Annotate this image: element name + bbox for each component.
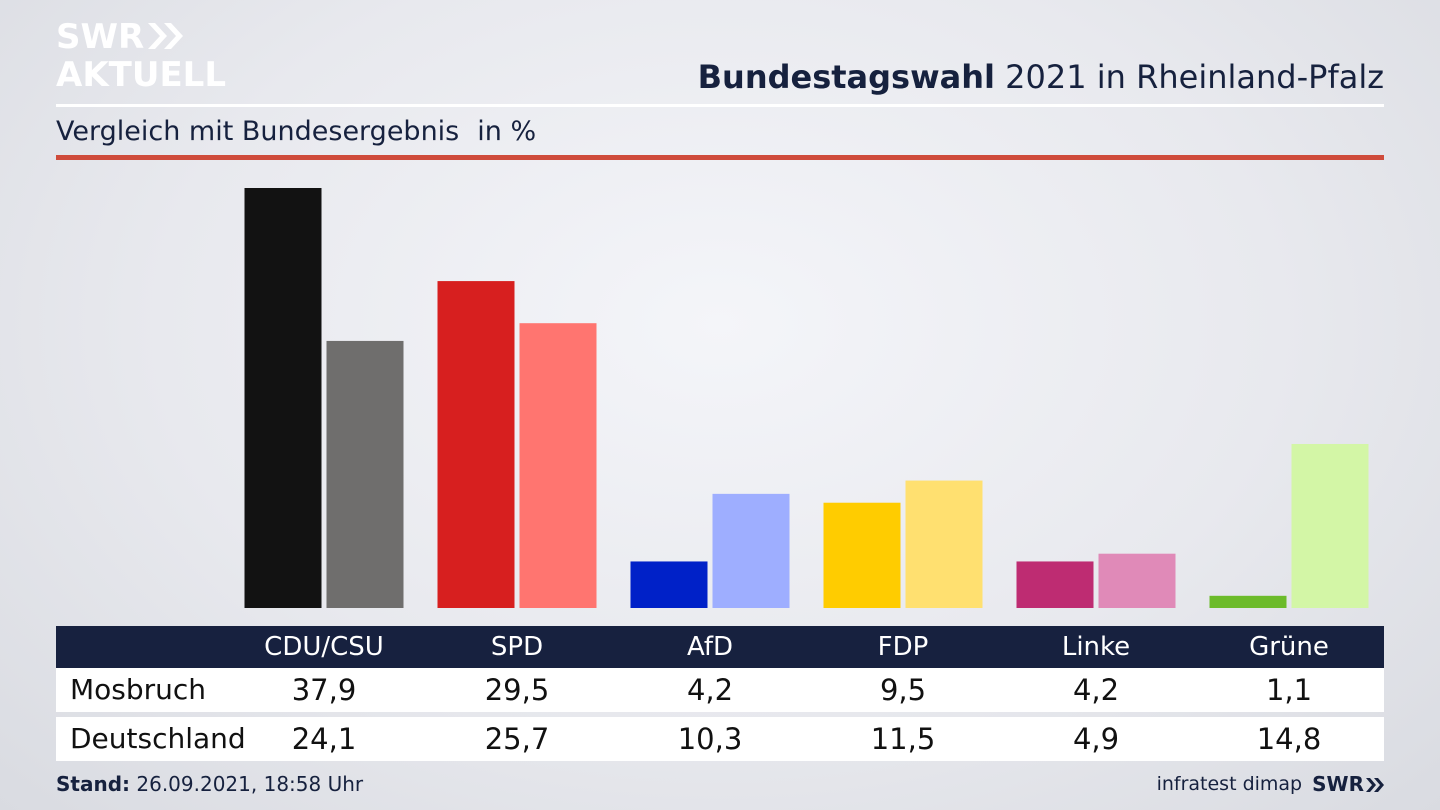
bar-chart (244, 188, 1369, 608)
value-mosbruch-gr-ne: 1,1 (1265, 673, 1313, 707)
title-rest: 2021 in Rheinland-Pfalz (995, 58, 1384, 96)
page-title: Bundestagswahl 2021 in Rheinland-Pfalz (698, 58, 1384, 96)
results-table: CDU/CSU SPD AfD FDP Linke Grüne Mosbruch 37,9… (56, 626, 1384, 761)
bar-gr-ne-deutschland (1291, 443, 1369, 608)
column-header-fdp: FDP (877, 632, 929, 662)
bar-gr-ne-mosbruch (1209, 595, 1287, 608)
bar-fdp-deutschland (905, 480, 983, 608)
value-deutschland-cdu-csu: 24,1 (291, 722, 357, 756)
column-header-linke: Linke (1061, 632, 1131, 662)
source-credit: infratest dimap SWR (1157, 772, 1384, 796)
value-mosbruch-fdp: 9,5 (879, 673, 927, 707)
footer-brand: SWR (1312, 772, 1384, 796)
logo-line2: AKTUELL (56, 55, 226, 92)
bar-cdu-csu-mosbruch (244, 188, 322, 608)
value-mosbruch-spd: 29,5 (484, 673, 550, 707)
logo-line1: SWR (56, 17, 144, 57)
bar-linke-mosbruch (1016, 561, 1094, 608)
value-mosbruch-cdu-csu: 37,9 (291, 673, 357, 707)
timestamp: Stand: 26.09.2021, 18:58 Uhr (56, 772, 363, 796)
value-mosbruch-linke: 4,2 (1072, 673, 1120, 707)
table-header: CDU/CSU SPD AfD FDP Linke Grüne (56, 626, 1384, 668)
column-header-spd: SPD (490, 632, 544, 662)
bar-afd-deutschland (712, 493, 790, 608)
bar-afd-mosbruch (630, 561, 708, 608)
bar-spd-deutschland (519, 323, 597, 608)
logo-chevrons-icon (148, 23, 183, 49)
row-label: Mosbruch (70, 673, 207, 706)
chart-subtitle: Vergleich mit Bundesergebnis in % (56, 116, 536, 147)
value-deutschland-afd: 10,3 (677, 722, 743, 756)
value-deutschland-fdp: 11,5 (870, 722, 936, 756)
bar-cdu-csu-deutschland (326, 340, 404, 608)
value-mosbruch-afd: 4,2 (686, 673, 734, 707)
table-row: Mosbruch 37,9 29,5 4,2 9,5 4,2 1,1 (56, 668, 1384, 712)
bar-fdp-mosbruch (823, 502, 901, 608)
subtitle-text: Vergleich mit Bundesergebnis (56, 116, 460, 147)
swr-aktuell-logo: SWR AKTUELL (56, 17, 226, 92)
bar-spd-mosbruch (437, 281, 515, 608)
row-label: Deutschland (70, 722, 246, 755)
value-deutschland-spd: 25,7 (484, 722, 550, 756)
table-row: Deutschland 24,1 25,7 10,3 11,5 4,9 14,8 (56, 717, 1384, 761)
stand-label: Stand: (56, 772, 131, 796)
value-deutschland-linke: 4,9 (1072, 722, 1120, 756)
column-header-afd: AfD (686, 632, 734, 662)
subtitle-divider (56, 155, 1384, 160)
header-divider (56, 104, 1384, 107)
column-header-cdu-csu: CDU/CSU (264, 632, 384, 662)
unit-label: in % (477, 116, 537, 147)
footer-chevrons-icon (1366, 778, 1384, 792)
bar-linke-deutschland (1098, 553, 1176, 608)
footer-brand-text: SWR (1312, 772, 1364, 796)
value-deutschland-gr-ne: 14,8 (1256, 722, 1322, 756)
source-text: infratest dimap (1156, 773, 1303, 795)
title-bold: Bundestagswahl (697, 58, 995, 96)
stand-value: 26.09.2021, 18:58 Uhr (130, 772, 364, 796)
column-header-gr-ne: Grüne (1249, 632, 1329, 662)
